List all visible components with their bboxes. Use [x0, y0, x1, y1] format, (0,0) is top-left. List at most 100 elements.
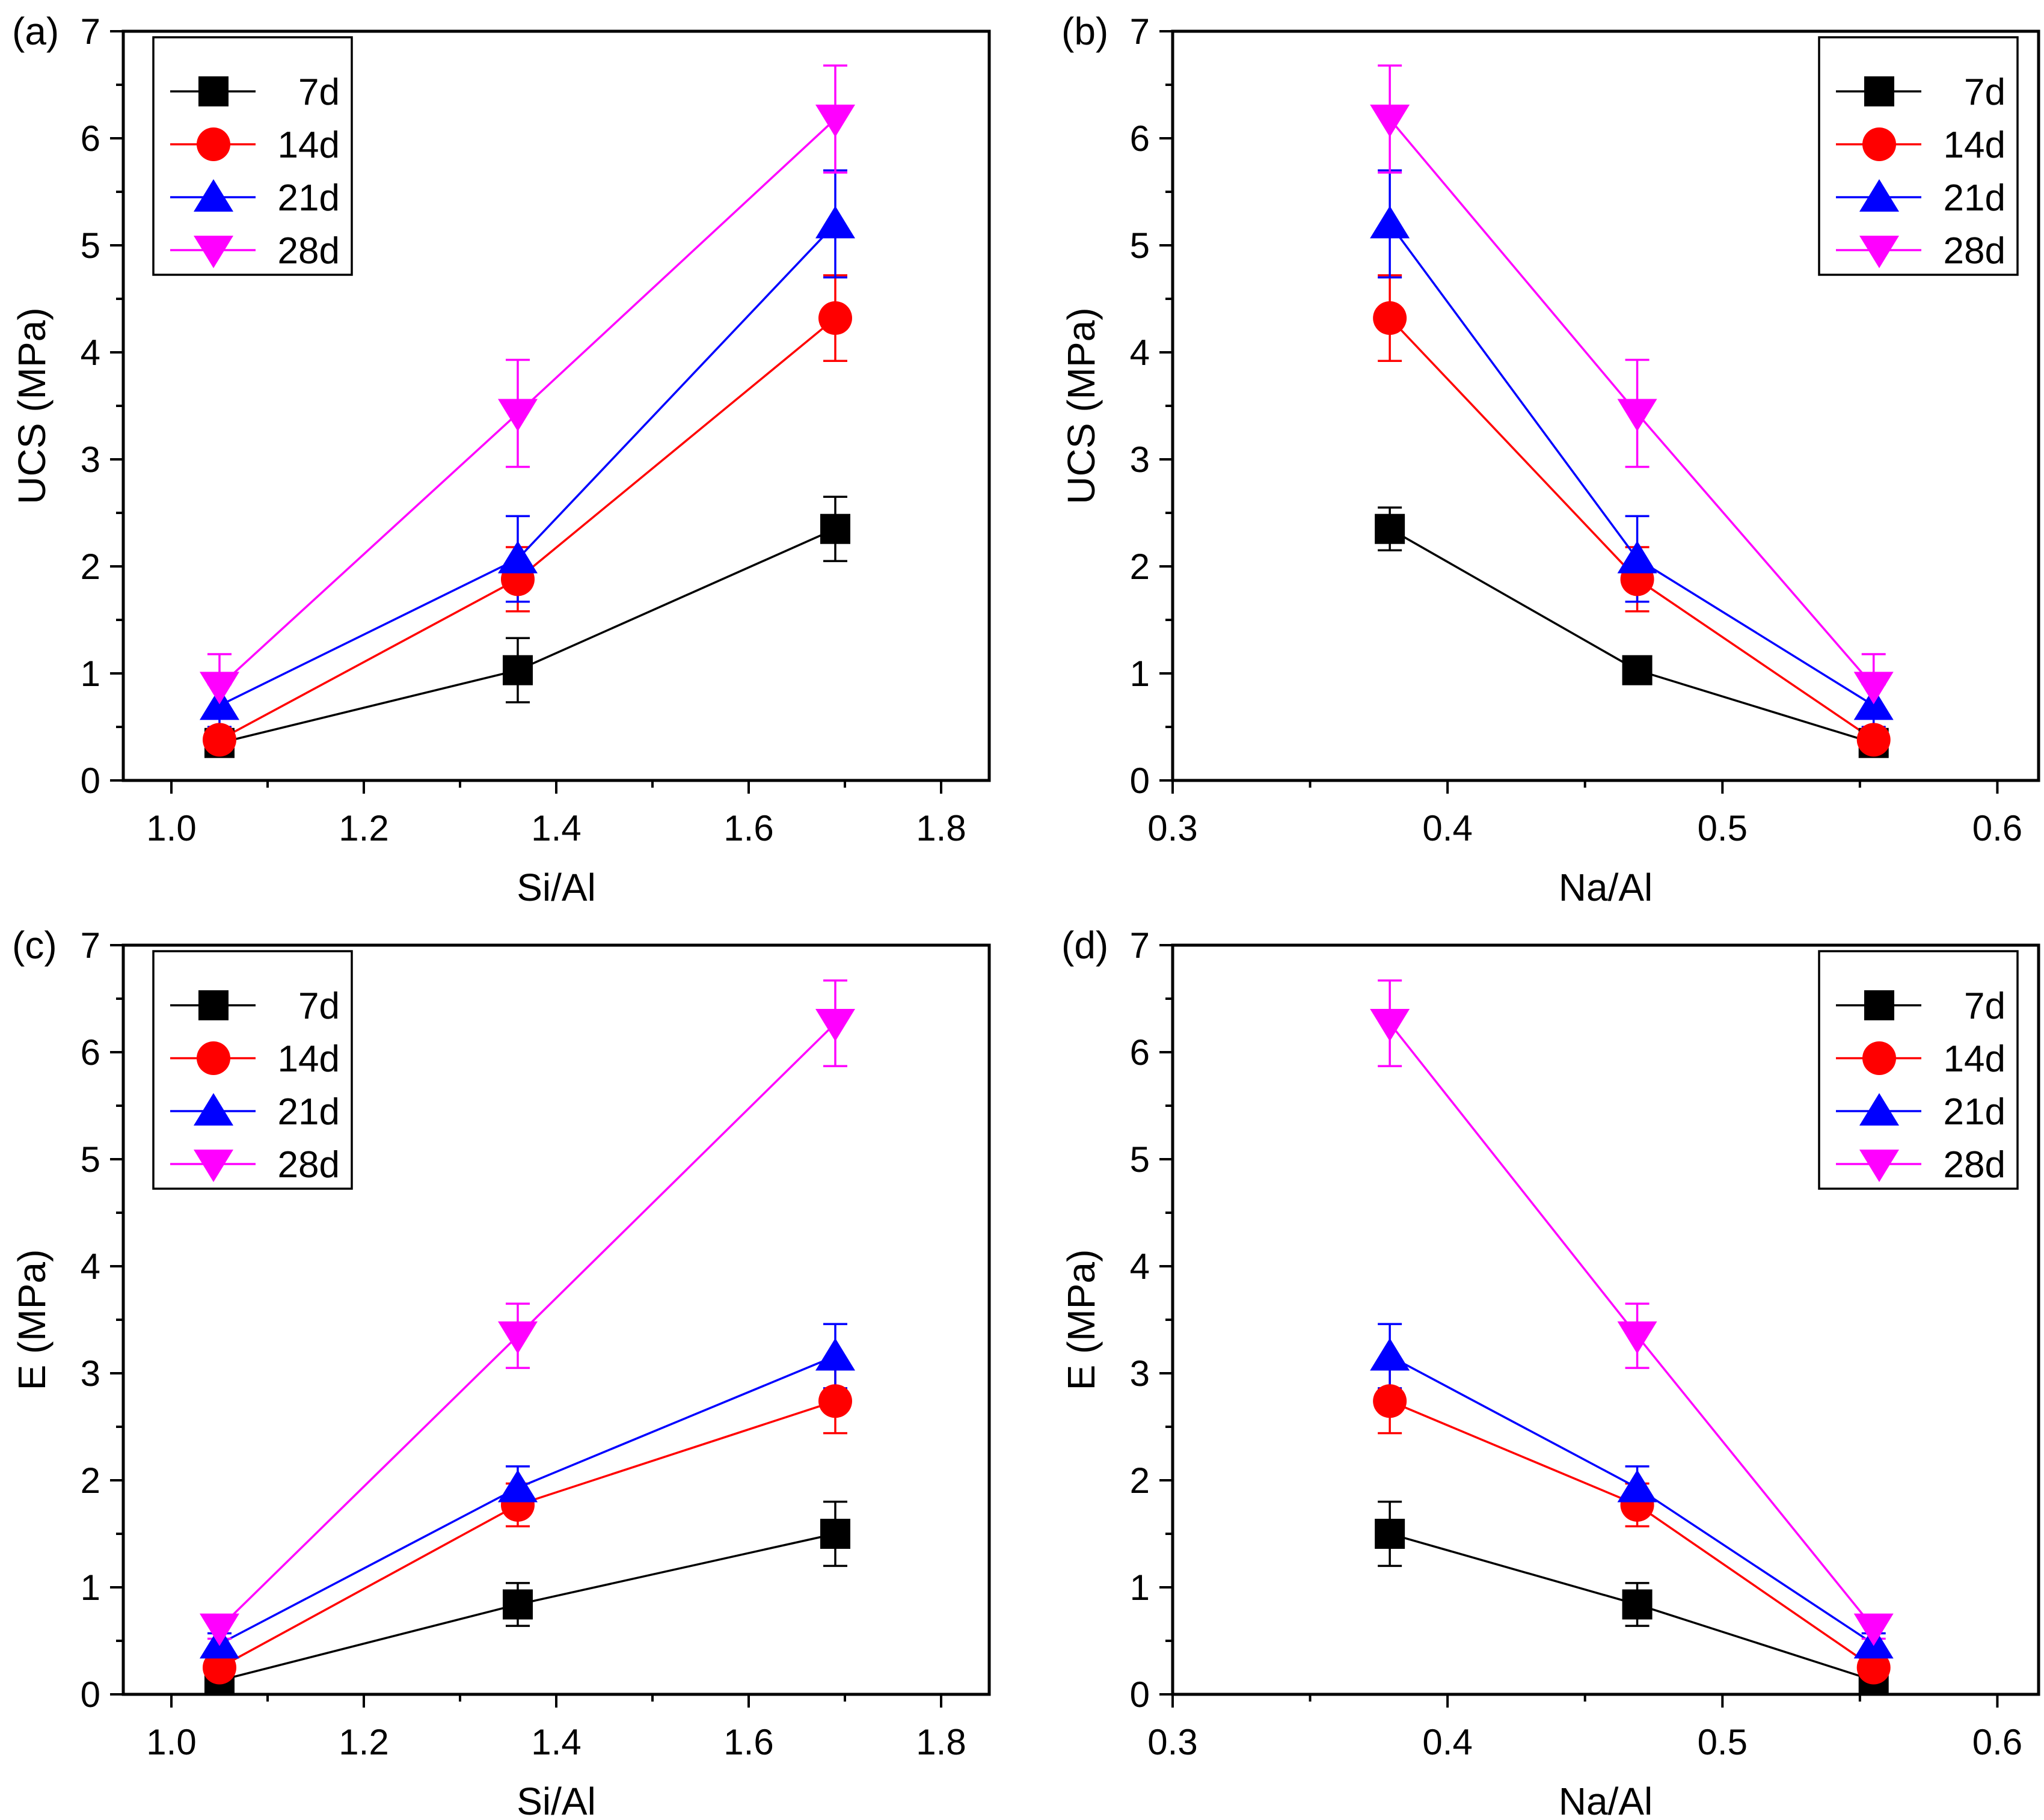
- y-tick-label: 0: [1130, 1674, 1150, 1715]
- data-point-28d: [200, 1613, 239, 1646]
- x-tick-label: 1.4: [531, 1722, 581, 1762]
- legend-label-21d: 21d: [1944, 1091, 2006, 1133]
- data-point-28d: [1370, 104, 1410, 137]
- legend-marker-21d: [1859, 1093, 1899, 1126]
- legend-marker-14d: [197, 1041, 230, 1075]
- legend-label-21d: 21d: [1944, 177, 2006, 219]
- legend-box: [152, 950, 353, 1190]
- legend-label-7d: 7d: [1964, 72, 2006, 113]
- y-tick-label: 1: [1130, 654, 1150, 694]
- x-tick-label: 0.6: [1972, 1722, 2022, 1762]
- x-tick-label: 1.8: [916, 1722, 966, 1762]
- y-tick-label: 7: [81, 11, 100, 52]
- legend-label-7d: 7d: [298, 72, 340, 113]
- chart-panel-1: 0 1 2 3 4 5 6 7 1.0 1.2 1.4 1.6 1.8 Si/Al UCS (MPa) (a)…: [10, 10, 991, 909]
- legend-box: [1818, 36, 2019, 276]
- data-point-21d: [1617, 1469, 1657, 1503]
- x-axis-title: Si/Al: [517, 866, 596, 909]
- y-axis-title: UCS (MPa): [10, 307, 54, 504]
- legend: 7d 14d 21d 28d: [1818, 950, 2019, 1190]
- legend-marker-21d: [194, 1093, 233, 1126]
- y-tick-label: 2: [81, 547, 100, 587]
- legend-label-7d: 7d: [298, 985, 340, 1027]
- x-tick-label: 1.6: [723, 808, 773, 848]
- x-tick-label: 1.4: [531, 808, 581, 848]
- y-tick-label: 5: [1130, 1139, 1150, 1180]
- y-tick-label: 4: [81, 1246, 100, 1287]
- data-point-28d: [815, 104, 855, 137]
- x-tick-label: 0.4: [1422, 808, 1472, 848]
- data-point-28d: [1617, 399, 1657, 432]
- legend-box: [1818, 950, 2019, 1190]
- data-point-21d: [498, 1469, 538, 1503]
- x-tick-label: 0.3: [1147, 1722, 1197, 1762]
- legend-marker-28d: [194, 236, 233, 268]
- data-point-14d: [1856, 723, 1891, 757]
- data-point-21d: [1370, 1338, 1410, 1371]
- y-tick-label: 3: [1130, 1353, 1150, 1394]
- legend-label-21d: 21d: [278, 1091, 340, 1133]
- x-tick-label: 0.5: [1698, 808, 1748, 848]
- x-tick-label: 1.0: [146, 808, 196, 848]
- y-tick-label: 2: [1130, 1460, 1150, 1501]
- series-line-14d: [1389, 1400, 1874, 1668]
- legend-label-21d: 21d: [278, 177, 340, 219]
- legend-marker-14d: [197, 127, 230, 161]
- y-axis-title: E (MPa): [1060, 1249, 1103, 1391]
- series-line-21d: [1389, 223, 1874, 706]
- data-point-28d: [1853, 1613, 1894, 1646]
- y-tick-label: 5: [1130, 225, 1150, 266]
- y-tick-label: 0: [81, 761, 100, 801]
- y-axis-title: UCS (MPa): [1060, 307, 1103, 504]
- data-point-14d: [1856, 1650, 1891, 1685]
- data-point-28d: [498, 1321, 538, 1354]
- y-tick-label: 2: [81, 1460, 100, 1501]
- legend-box: [152, 36, 353, 276]
- data-point-28d: [1853, 672, 1894, 705]
- data-point-21d: [815, 206, 855, 239]
- chart-panel-4: 0 1 2 3 4 5 6 7 0.3 0.4 0.5 0.6 Na/Al E (MPa) (d) 7d 14d…: [1060, 924, 2040, 1820]
- legend-marker-7d: [1864, 76, 1894, 106]
- y-tick-label: 3: [81, 1353, 100, 1394]
- x-tick-label: 1.2: [339, 1722, 388, 1762]
- series-line-21d: [219, 223, 836, 706]
- y-tick-label: 2: [1130, 547, 1150, 587]
- legend-label-28d: 28d: [278, 1144, 340, 1186]
- legend-marker-14d: [1862, 127, 1896, 161]
- y-tick-label: 1: [1130, 1567, 1150, 1608]
- data-point-28d: [815, 1008, 855, 1041]
- data-point-7d: [503, 1589, 533, 1620]
- legend-label-7d: 7d: [1964, 985, 2006, 1027]
- x-axis-title: Na/Al: [1559, 866, 1653, 909]
- y-tick-label: 1: [81, 654, 100, 694]
- y-tick-label: 6: [1130, 1032, 1150, 1073]
- y-tick-label: 4: [1130, 1246, 1150, 1287]
- y-tick-label: 6: [81, 118, 100, 159]
- x-tick-label: 1.8: [916, 808, 966, 848]
- legend-label-14d: 14d: [278, 1038, 340, 1080]
- data-point-7d: [820, 513, 850, 544]
- data-point-7d: [1622, 1589, 1653, 1620]
- x-axis-title: Si/Al: [517, 1780, 596, 1820]
- legend-label-14d: 14d: [278, 124, 340, 166]
- y-tick-label: 6: [1130, 118, 1150, 159]
- legend: 7d 14d 21d 28d: [152, 950, 353, 1190]
- panel-label: (c): [12, 924, 57, 967]
- legend-label-14d: 14d: [1944, 124, 2006, 166]
- y-tick-label: 5: [81, 1139, 100, 1180]
- y-tick-label: 3: [1130, 440, 1150, 480]
- series-line-14d: [219, 1400, 836, 1669]
- data-point-7d: [503, 655, 533, 685]
- legend-label-14d: 14d: [1944, 1038, 2006, 1080]
- y-tick-label: 4: [1130, 332, 1150, 373]
- x-tick-label: 0.6: [1972, 808, 2022, 848]
- x-tick-label: 1.0: [146, 1722, 196, 1762]
- legend-marker-21d: [1859, 179, 1899, 212]
- legend-label-28d: 28d: [1944, 230, 2006, 272]
- data-point-14d: [818, 301, 852, 336]
- data-point-21d: [1370, 206, 1410, 239]
- legend: 7d 14d 21d 28d: [152, 36, 353, 276]
- legend-marker-28d: [1859, 1150, 1899, 1182]
- panel-label: (d): [1061, 924, 1108, 967]
